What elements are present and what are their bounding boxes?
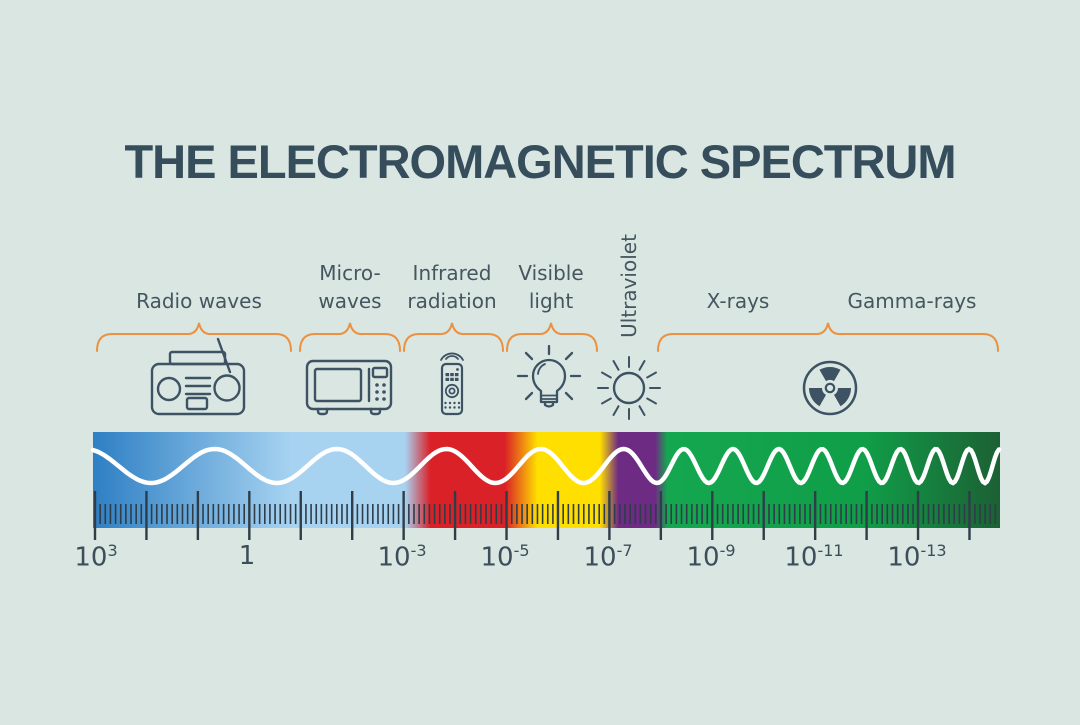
axis-label: 10-13	[887, 541, 947, 573]
axis-label: 10-9	[686, 541, 736, 573]
axis-label: 1	[238, 541, 256, 571]
band-label-xrays: X-rays	[706, 289, 770, 313]
radio-icon	[150, 337, 246, 416]
microwave-icon	[305, 359, 393, 416]
brace	[657, 322, 999, 352]
axis-label: 103	[74, 541, 118, 573]
axis-label: 10-5	[480, 541, 530, 573]
band-label-microwaves: Micro- waves	[318, 261, 382, 313]
page-title: THE ELECTROMAGNETIC SPECTRUM	[124, 135, 956, 188]
axis-label: 10-11	[784, 541, 844, 573]
band-label-infrared: Infrared radiation	[407, 261, 497, 313]
sun-icon	[597, 356, 661, 420]
band-label-visible-light: Visible light	[518, 261, 584, 313]
spectrum-bar	[93, 432, 1000, 528]
band-label-radio-waves: Radio waves	[136, 289, 262, 313]
light-bulb-icon	[516, 344, 582, 408]
remote-control-icon	[440, 352, 464, 416]
axis-label: 10-3	[377, 541, 427, 573]
brace	[299, 322, 401, 352]
band-label-ultraviolet: Ultraviolet	[617, 234, 641, 338]
radiation-icon	[802, 360, 858, 416]
axis-label: 10-7	[583, 541, 633, 573]
band-label-gamma-rays: Gamma-rays	[847, 289, 977, 313]
